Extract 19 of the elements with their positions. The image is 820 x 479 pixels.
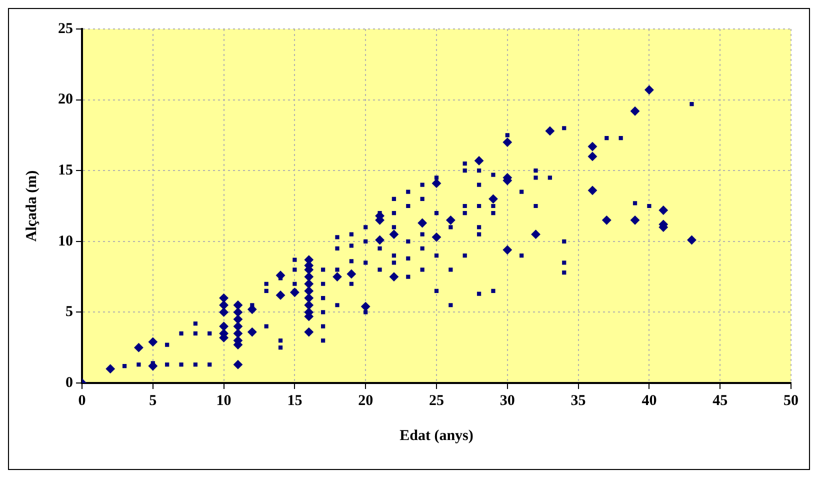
x-tick-label: 15: [287, 392, 302, 409]
x-tick-label: 35: [570, 392, 586, 409]
x-tick-label: 10: [216, 392, 232, 409]
y-tick-label: 10: [58, 233, 73, 250]
x-axis-title: Edat (anys): [400, 428, 474, 444]
y-tick-label: 25: [58, 20, 73, 37]
y-tick-label: 20: [58, 92, 73, 108]
x-tick-label: 30: [500, 392, 515, 409]
x-tick-label: 0: [78, 392, 86, 409]
x-tick-label: 5: [149, 392, 157, 409]
y-tick-label: 15: [58, 162, 73, 178]
x-tick-label: 50: [784, 392, 798, 409]
x-tick-label: 45: [712, 392, 728, 409]
x-tick-label: 40: [642, 392, 657, 409]
y-tick-label: 0: [66, 374, 73, 391]
y-axis-title: Alçada (m): [24, 170, 40, 242]
x-tick-label: 20: [358, 392, 374, 409]
y-tick-label: 5: [66, 304, 73, 320]
x-tick-label: 25: [429, 392, 444, 409]
